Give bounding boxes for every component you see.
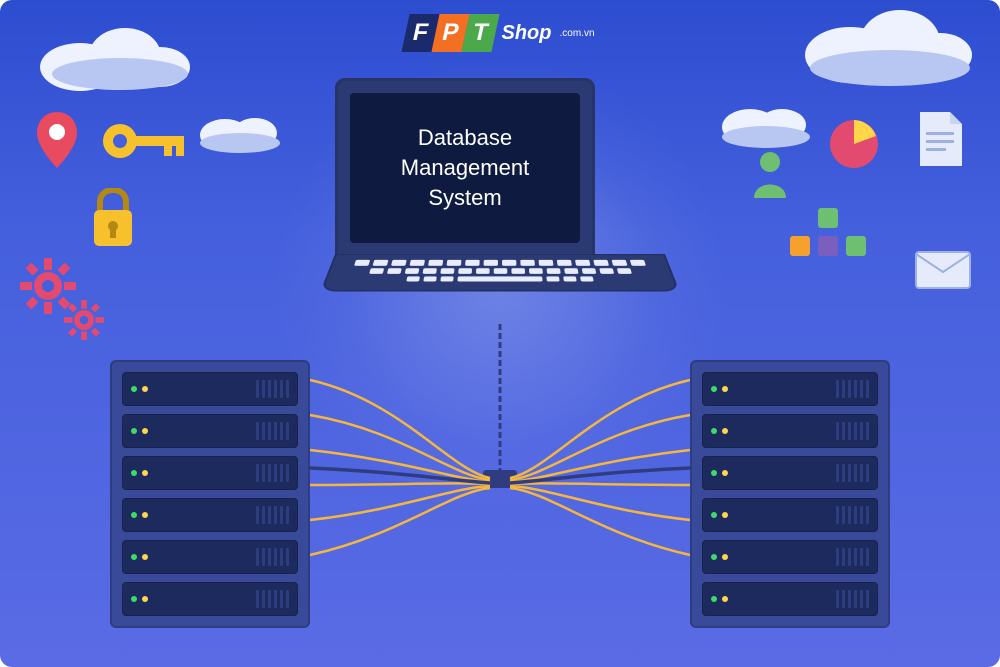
screen-line1: Database [401,123,529,153]
logo-subdomain: .com.vn [559,28,594,39]
logo-text: Shop [501,22,551,45]
rack-unit [702,582,878,616]
gear-icon-small [64,300,104,340]
rack-unit [122,372,298,406]
document-icon [918,110,964,168]
network-hub [483,470,517,488]
laptop-keyboard [320,254,679,291]
rack-unit [122,498,298,532]
laptop: Database Management System [335,78,665,314]
rack-unit [122,582,298,616]
rack-unit [702,372,878,406]
logo-t: T [461,14,499,52]
screen-line2: Management [401,153,529,183]
logo-boxes: F P T [401,14,499,52]
infographic-canvas: F P T Shop .com.vn [0,0,1000,667]
rack-unit [122,540,298,574]
rack-unit [702,414,878,448]
location-pin-icon [34,110,80,172]
pie-chart-icon [828,118,880,170]
rack-unit [122,456,298,490]
server-rack-right [690,360,890,628]
key-icon [100,120,190,162]
screen-line3: System [401,183,529,213]
vertical-dashed-line [499,324,502,474]
lock-icon [88,188,138,250]
cloud-top-right [780,0,980,95]
cloud-small-left [190,105,290,155]
rack-unit [122,414,298,448]
cloud-right [710,95,820,150]
cloud-top-left [30,12,200,92]
mail-icon [914,250,972,290]
person-icon [750,150,790,198]
laptop-screen: Database Management System [350,93,580,243]
rack-unit [702,456,878,490]
rack-unit [702,498,878,532]
server-rack-left [110,360,310,628]
laptop-screen-frame: Database Management System [335,78,595,258]
tiles-icon [790,208,870,268]
fpt-shop-logo: F P T Shop .com.vn [405,14,594,52]
rack-unit [702,540,878,574]
